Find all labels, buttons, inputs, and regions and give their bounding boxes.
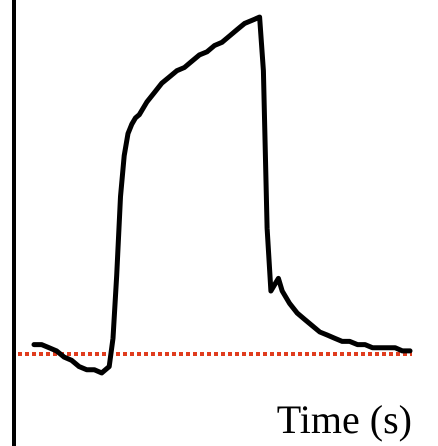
x-axis-label: Time (s) [276, 397, 412, 442]
series-line [31, 14, 413, 376]
series-layer [31, 14, 413, 376]
